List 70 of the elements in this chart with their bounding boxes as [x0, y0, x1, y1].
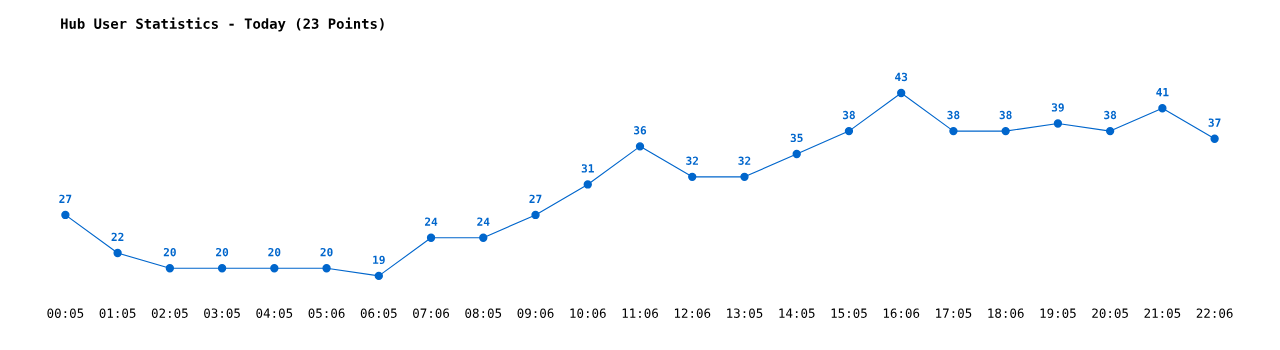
point	[165, 264, 175, 273]
data-label: 24	[424, 217, 438, 226]
data-label: 19	[373, 255, 385, 265]
data-label: 43	[895, 72, 908, 82]
point	[1158, 104, 1167, 113]
x-tick-label: 10:06	[570, 308, 606, 318]
data-label: 38	[947, 110, 960, 120]
x-tick-label: 04:05	[256, 308, 293, 318]
point	[1053, 119, 1063, 128]
x-tick-label: 07:06	[413, 308, 450, 318]
x-tick-label: 12:06	[674, 308, 711, 318]
point	[897, 88, 906, 98]
point	[113, 248, 122, 258]
data-label: 38	[842, 110, 855, 120]
data-label: 24	[477, 217, 490, 226]
x-tick-label: 08:05	[465, 308, 502, 318]
point	[374, 271, 383, 281]
x-tick-label: 22:06	[1196, 308, 1233, 318]
point	[270, 264, 279, 273]
point	[1001, 126, 1010, 136]
x-tick-label: 06:05	[360, 308, 397, 318]
data-label: 27	[59, 194, 72, 203]
point	[688, 172, 697, 181]
point	[61, 210, 70, 220]
data-label: 31	[581, 164, 594, 173]
point	[844, 126, 854, 136]
x-tick-label: 14:05	[779, 308, 815, 318]
x-tick-label: 00:05	[47, 308, 84, 318]
x-tick-label: 01:05	[99, 308, 136, 318]
x-tick-label: 05:06	[308, 308, 345, 318]
x-tick-label: 19:05	[1040, 308, 1076, 318]
data-label: 20	[320, 247, 333, 257]
data-label: 41	[1156, 88, 1169, 97]
point	[217, 264, 227, 273]
data-label: 32	[686, 156, 699, 165]
x-tick-label: 17:05	[936, 308, 972, 318]
point	[1105, 126, 1115, 136]
x-tick-label: 09:06	[517, 308, 554, 318]
data-label: 38	[999, 110, 1012, 120]
x-tick-label: 03:05	[204, 308, 240, 318]
point	[1210, 134, 1219, 143]
x-tick-label: 13:05	[727, 308, 763, 318]
x-tick-label: 15:05	[831, 308, 867, 318]
x-tick-label: 20:05	[1092, 308, 1128, 318]
point	[583, 180, 592, 189]
data-label: 22	[111, 232, 124, 241]
data-label: 32	[738, 156, 751, 165]
point	[792, 149, 801, 159]
data-label: 36	[633, 126, 647, 135]
point	[322, 264, 331, 273]
point	[531, 210, 540, 220]
point	[740, 172, 749, 181]
point	[635, 142, 645, 151]
data-label: 39	[1051, 103, 1064, 112]
data-label: 37	[1208, 118, 1221, 127]
data-label: 20	[268, 247, 281, 257]
x-tick-label: 18:06	[988, 308, 1024, 318]
data-label: 35	[790, 133, 803, 143]
point	[949, 126, 958, 136]
data-label: 38	[1104, 110, 1117, 120]
chart-title: Hub User Statistics - Today (23 Points)	[61, 17, 384, 32]
point	[479, 233, 488, 242]
x-tick-label: 11:06	[622, 308, 658, 318]
x-tick-label: 16:06	[883, 308, 920, 318]
data-label: 27	[529, 194, 542, 203]
point	[426, 233, 436, 242]
data-label: 20	[163, 247, 176, 257]
data-label: 20	[216, 247, 229, 257]
x-tick-label: 21:05	[1144, 308, 1181, 318]
x-tick-label: 02:05	[151, 308, 188, 318]
